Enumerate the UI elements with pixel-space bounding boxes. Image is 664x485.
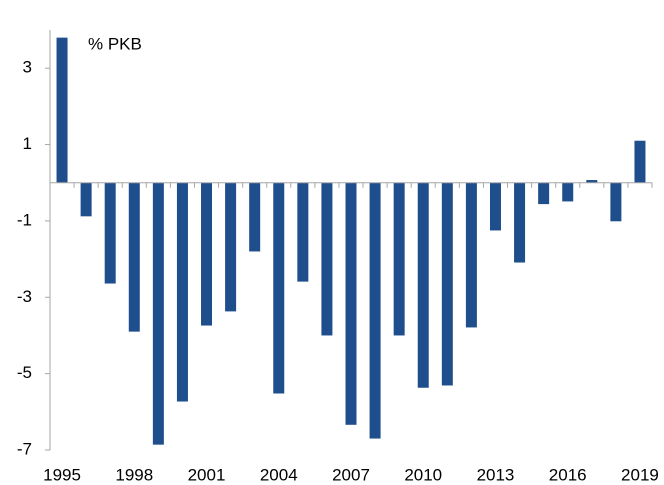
x-tick-label: 2001 xyxy=(188,465,226,484)
y-axis-label: % PKB xyxy=(88,34,142,53)
bar xyxy=(562,182,574,202)
bar xyxy=(104,182,116,284)
bar xyxy=(465,182,477,328)
x-tick-label: 1995 xyxy=(43,465,81,484)
x-tick-label: 2016 xyxy=(549,465,587,484)
x-tick-label: 2010 xyxy=(404,465,442,484)
bar xyxy=(176,182,188,402)
bar xyxy=(369,182,381,439)
bar xyxy=(321,182,333,336)
bar xyxy=(634,140,646,183)
bar xyxy=(417,182,429,388)
bar xyxy=(586,180,598,183)
bar xyxy=(489,182,501,231)
bar xyxy=(610,182,622,222)
y-tick-label: 1 xyxy=(23,134,32,153)
x-tick-label: 2004 xyxy=(260,465,298,484)
bar xyxy=(80,182,92,217)
bar xyxy=(225,182,237,312)
bar xyxy=(128,182,140,332)
x-tick-label: 1998 xyxy=(115,465,153,484)
bar xyxy=(538,182,550,205)
y-tick-label: -5 xyxy=(17,363,32,382)
bar xyxy=(393,182,405,336)
y-tick-label: -3 xyxy=(17,287,32,306)
x-tick-label: 2013 xyxy=(477,465,515,484)
bar xyxy=(273,182,285,394)
bar xyxy=(441,182,453,386)
bar xyxy=(345,182,357,425)
x-tick-label: 2007 xyxy=(332,465,370,484)
bar xyxy=(249,182,261,252)
bar xyxy=(514,182,526,263)
x-tick-label: 2019 xyxy=(621,465,659,484)
y-tick-label: -1 xyxy=(17,210,32,229)
bar xyxy=(201,182,213,326)
bar xyxy=(152,182,164,445)
y-tick-label: 3 xyxy=(23,58,32,77)
bar xyxy=(297,182,309,282)
y-tick-label: -7 xyxy=(17,439,32,458)
bar xyxy=(56,37,68,183)
